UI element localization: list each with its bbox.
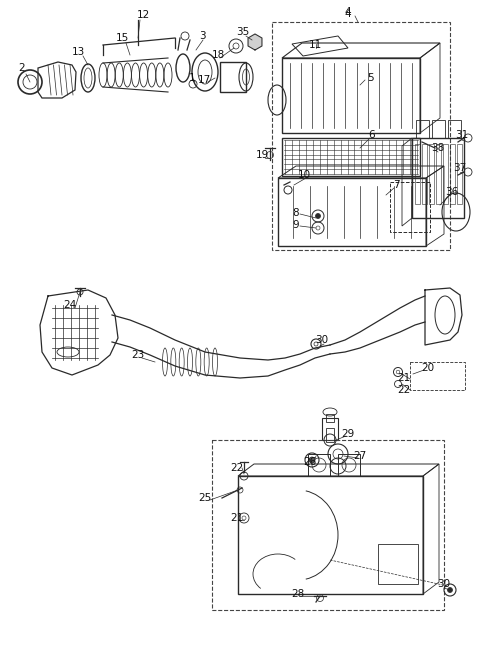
Text: 26: 26 <box>303 457 317 467</box>
Circle shape <box>447 588 453 592</box>
Text: 1: 1 <box>189 73 195 83</box>
Bar <box>429 144 434 204</box>
Bar <box>436 144 441 204</box>
Text: 2: 2 <box>19 63 25 73</box>
Text: 24: 24 <box>63 300 77 310</box>
Text: 22: 22 <box>230 463 244 473</box>
Bar <box>390 182 430 232</box>
Text: 38: 38 <box>432 143 444 153</box>
Bar <box>338 454 360 476</box>
Text: 6: 6 <box>369 130 375 140</box>
Bar <box>272 22 450 250</box>
Bar <box>378 544 418 584</box>
Text: 3: 3 <box>199 31 205 41</box>
Bar <box>238 476 423 594</box>
Text: 22: 22 <box>397 385 410 395</box>
Text: 31: 31 <box>456 130 468 140</box>
Bar <box>432 120 445 138</box>
Text: 30: 30 <box>315 335 329 345</box>
Text: 4: 4 <box>345 9 351 19</box>
Bar <box>415 144 420 204</box>
Polygon shape <box>248 34 262 50</box>
Text: 35: 35 <box>236 27 250 37</box>
Bar <box>457 144 462 204</box>
Text: 21: 21 <box>397 373 410 383</box>
Bar <box>450 144 455 204</box>
Bar <box>326 428 334 442</box>
Text: 8: 8 <box>293 208 300 218</box>
Text: 9: 9 <box>293 220 300 230</box>
Text: 36: 36 <box>445 187 458 197</box>
Text: 25: 25 <box>198 493 212 503</box>
Circle shape <box>315 213 321 218</box>
Text: 27: 27 <box>353 451 367 461</box>
Text: 7: 7 <box>393 180 399 190</box>
Bar <box>282 58 420 133</box>
Text: 30: 30 <box>437 579 451 589</box>
Text: 19: 19 <box>255 150 269 160</box>
Text: 12: 12 <box>136 10 150 20</box>
Text: 13: 13 <box>72 47 84 57</box>
Bar <box>278 178 426 246</box>
Text: 37: 37 <box>454 163 467 173</box>
Text: 28: 28 <box>291 589 305 599</box>
Bar <box>322 418 338 440</box>
Text: 5: 5 <box>367 73 373 83</box>
Bar <box>412 138 464 218</box>
Bar <box>308 454 330 476</box>
Text: 20: 20 <box>421 363 434 373</box>
Text: 23: 23 <box>132 350 144 360</box>
Text: 15: 15 <box>115 33 129 43</box>
Bar <box>410 362 465 390</box>
Text: 11: 11 <box>308 40 322 50</box>
Text: 29: 29 <box>341 429 355 439</box>
Bar <box>416 120 429 138</box>
Bar <box>326 414 334 422</box>
Circle shape <box>309 457 315 463</box>
Text: 10: 10 <box>298 170 311 180</box>
Text: 18: 18 <box>211 50 225 60</box>
Bar <box>443 144 448 204</box>
Text: 17: 17 <box>197 75 211 85</box>
Text: 4: 4 <box>345 7 351 17</box>
Bar <box>212 440 444 610</box>
Bar <box>220 62 246 92</box>
Text: 21: 21 <box>230 513 244 523</box>
Bar <box>282 138 420 176</box>
Bar <box>422 144 427 204</box>
Bar <box>448 120 461 138</box>
